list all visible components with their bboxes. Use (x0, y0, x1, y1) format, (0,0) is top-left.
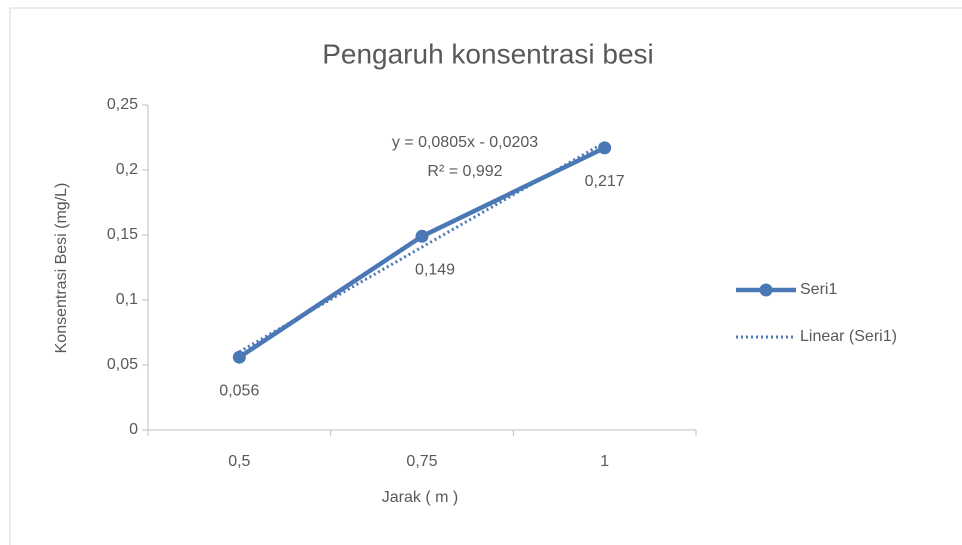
data-label: 0,056 (219, 382, 259, 399)
data-label: 0,149 (415, 262, 455, 279)
data-label: 0,217 (585, 173, 625, 190)
legend-marker (759, 283, 773, 297)
x-tick-label: 1 (600, 453, 609, 470)
legend-label: Seri1 (800, 281, 837, 298)
point (598, 141, 612, 155)
chart-border (9, 7, 962, 545)
trend-line (238, 141, 606, 354)
y-tick-label: 0 (129, 421, 138, 438)
x-tick-label: 0,75 (406, 453, 437, 470)
point (232, 350, 246, 364)
y-tick-label: 0,25 (107, 96, 138, 113)
y-tick-label: 0,05 (107, 356, 138, 373)
point (415, 229, 429, 243)
x-tick-label: 0,5 (228, 453, 250, 470)
legend-label: Linear (Seri1) (800, 328, 897, 345)
chart-title: Pengaruh konsentrasi besi (322, 38, 654, 69)
x-axis-label: Jarak ( m ) (382, 489, 458, 506)
y-tick-label: 0,1 (116, 291, 138, 308)
y-axis-label: Konsentrasi Besi (mg/L) (53, 183, 70, 354)
y-tick-label: 0,15 (107, 226, 138, 243)
trend-r2: R² = 0,992 (427, 163, 502, 180)
y-tick-label: 0,2 (116, 161, 138, 178)
trend-equation: y = 0,0805x - 0,0203 (392, 134, 538, 151)
